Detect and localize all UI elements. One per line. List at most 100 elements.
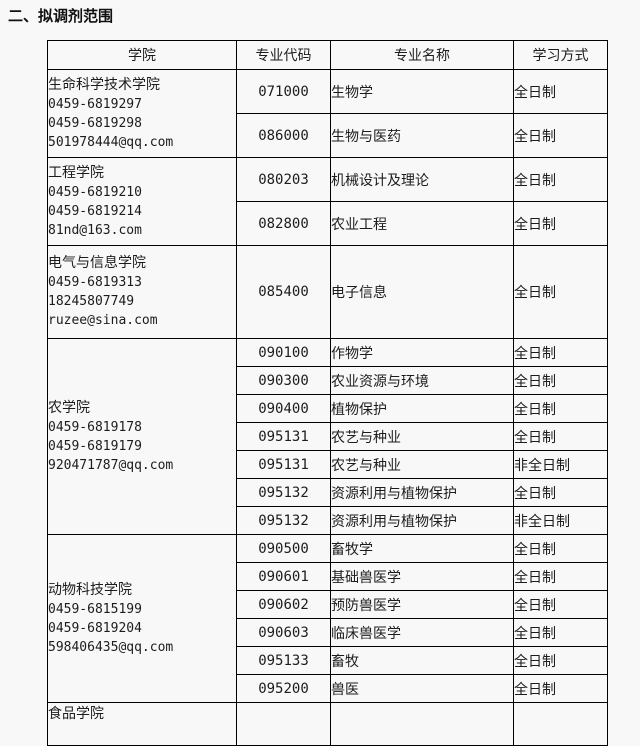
mode-cell: 全日制 <box>513 674 608 703</box>
code-cell: 086000 <box>236 113 331 158</box>
mode-cell: 全日制 <box>513 422 608 451</box>
code-cell: 090601 <box>236 562 331 591</box>
college-cell: 农学院 0459-6819178 0459-6819179 920471787@… <box>47 338 237 535</box>
header-row: 学院 专业代码 专业名称 学习方式 <box>47 40 608 70</box>
code-cell <box>236 702 331 746</box>
mode-cell: 全日制 <box>513 394 608 423</box>
college-phone: 0459-6815199 <box>48 601 142 617</box>
mode-cell: 全日制 <box>513 562 608 591</box>
college-cell: 动物科技学院 0459-6815199 0459-6819204 5984064… <box>47 534 237 703</box>
name-cell: 生物与医药 <box>330 113 514 158</box>
college-name: 生命科学技术学院 <box>48 77 161 93</box>
name-cell: 畜牧学 <box>330 534 514 563</box>
name-cell: 资源利用与植物保护 <box>330 478 514 507</box>
table-row: 095131 农艺与种业 全日制 <box>48 422 608 451</box>
code-cell: 082800 <box>236 201 331 246</box>
table-row: 095132 资源利用与植物保护 非全日制 <box>48 506 608 535</box>
college-phone: 18245807749 <box>48 294 135 309</box>
table-row: 农学院 0459-6819178 0459-6819179 920471787@… <box>47 338 608 535</box>
code-cell: 095133 <box>236 646 331 675</box>
code-cell: 090603 <box>236 618 331 647</box>
table-row: 食品学院 <box>47 702 608 746</box>
adjustment-table: 学院 专业代码 专业名称 学习方式 生命科学技术学院 0459-6819297 … <box>47 40 608 746</box>
table-row: 090601 基础兽医学 全日制 <box>48 562 608 591</box>
college-email: 501978444@qq.com <box>48 134 174 150</box>
college-name: 电气与信息学院 <box>48 256 147 271</box>
table-row: 生命科学技术学院 0459-6819297 0459-6819298 50197… <box>47 69 608 158</box>
name-cell: 生物学 <box>330 69 514 114</box>
college-phone: 0459-6819179 <box>48 438 142 454</box>
section-title: 二、拟调剂范围 <box>8 9 114 25</box>
college-name: 工程学院 <box>48 165 105 181</box>
code-cell: 095131 <box>236 422 331 451</box>
mode-cell: 全日制 <box>513 618 608 647</box>
table-row: 电气与信息学院 0459-6819313 18245807749 ruzee@s… <box>47 245 608 339</box>
table-row: 095132 资源利用与植物保护 全日制 <box>48 478 608 507</box>
name-cell <box>330 702 514 746</box>
code-cell: 090300 <box>236 366 331 395</box>
code-cell: 095132 <box>236 506 331 535</box>
name-cell: 电子信息 <box>330 245 514 339</box>
name-cell: 农艺与种业 <box>330 450 514 479</box>
code-cell: 090602 <box>236 590 331 619</box>
header-name: 专业名称 <box>330 40 514 70</box>
college-cell: 生命科学技术学院 0459-6819297 0459-6819298 50197… <box>47 69 237 158</box>
college-phone: 0459-6819210 <box>48 184 142 200</box>
code-cell: 095200 <box>236 674 331 703</box>
mode-cell: 全日制 <box>513 157 608 202</box>
name-cell: 农艺与种业 <box>330 422 514 451</box>
table-row: 082800 农业工程 全日制 <box>48 201 608 246</box>
mode-cell: 全日制 <box>513 366 608 395</box>
code-cell: 095131 <box>236 450 331 479</box>
mode-cell: 全日制 <box>513 201 608 246</box>
name-cell: 基础兽医学 <box>330 562 514 591</box>
mode-cell: 全日制 <box>513 245 608 339</box>
table-row: 工程学院 0459-6819210 0459-6819214 81nd@163.… <box>47 157 608 246</box>
mode-cell: 全日制 <box>513 69 608 114</box>
mode-cell <box>513 702 608 746</box>
header-college: 学院 <box>47 40 237 70</box>
college-email: 81nd@163.com <box>48 222 142 238</box>
header-code: 专业代码 <box>236 40 331 70</box>
college-email: 920471787@qq.com <box>48 457 174 473</box>
mode-cell: 全日制 <box>513 478 608 507</box>
mode-cell: 非全日制 <box>513 450 608 479</box>
mode-cell: 全日制 <box>513 534 608 563</box>
table-row: 090602 预防兽医学 全日制 <box>48 590 608 619</box>
college-cell: 工程学院 0459-6819210 0459-6819214 81nd@163.… <box>47 157 237 246</box>
name-cell: 临床兽医学 <box>330 618 514 647</box>
table-row: 090603 临床兽医学 全日制 <box>48 618 608 647</box>
table-row: 动物科技学院 0459-6815199 0459-6819204 5984064… <box>47 534 608 703</box>
code-cell: 095132 <box>236 478 331 507</box>
name-cell: 农业资源与环境 <box>330 366 514 395</box>
code-cell: 071000 <box>236 69 331 114</box>
college-email: 598406435@qq.com <box>48 639 174 655</box>
code-cell: 090400 <box>236 394 331 423</box>
college-email: ruzee@sina.com <box>48 313 158 328</box>
table-row: 090300 农业资源与环境 全日制 <box>48 366 608 395</box>
table-row: 086000 生物与医药 全日制 <box>48 113 608 158</box>
college-phone: 0459-6819214 <box>48 203 142 219</box>
mode-cell: 全日制 <box>513 646 608 675</box>
name-cell: 作物学 <box>330 338 514 367</box>
code-cell: 090100 <box>236 338 331 367</box>
header-mode: 学习方式 <box>513 40 608 70</box>
name-cell: 预防兽医学 <box>330 590 514 619</box>
name-cell: 资源利用与植物保护 <box>330 506 514 535</box>
college-phone: 0459-6819298 <box>48 115 142 131</box>
college-phone: 0459-6819313 <box>48 275 142 290</box>
name-cell: 畜牧 <box>330 646 514 675</box>
college-cell: 电气与信息学院 0459-6819313 18245807749 ruzee@s… <box>47 245 237 339</box>
code-cell: 080203 <box>236 157 331 202</box>
table-row: 090400 植物保护 全日制 <box>48 394 608 423</box>
code-cell: 090500 <box>236 534 331 563</box>
college-name: 动物科技学院 <box>48 582 133 598</box>
college-phone: 0459-6819204 <box>48 620 142 636</box>
name-cell: 兽医 <box>330 674 514 703</box>
name-cell: 机械设计及理论 <box>330 157 514 202</box>
college-name: 食品学院 <box>48 707 105 722</box>
mode-cell: 全日制 <box>513 590 608 619</box>
mode-cell: 全日制 <box>513 338 608 367</box>
mode-cell: 全日制 <box>513 113 608 158</box>
college-name: 农学院 <box>48 400 91 416</box>
